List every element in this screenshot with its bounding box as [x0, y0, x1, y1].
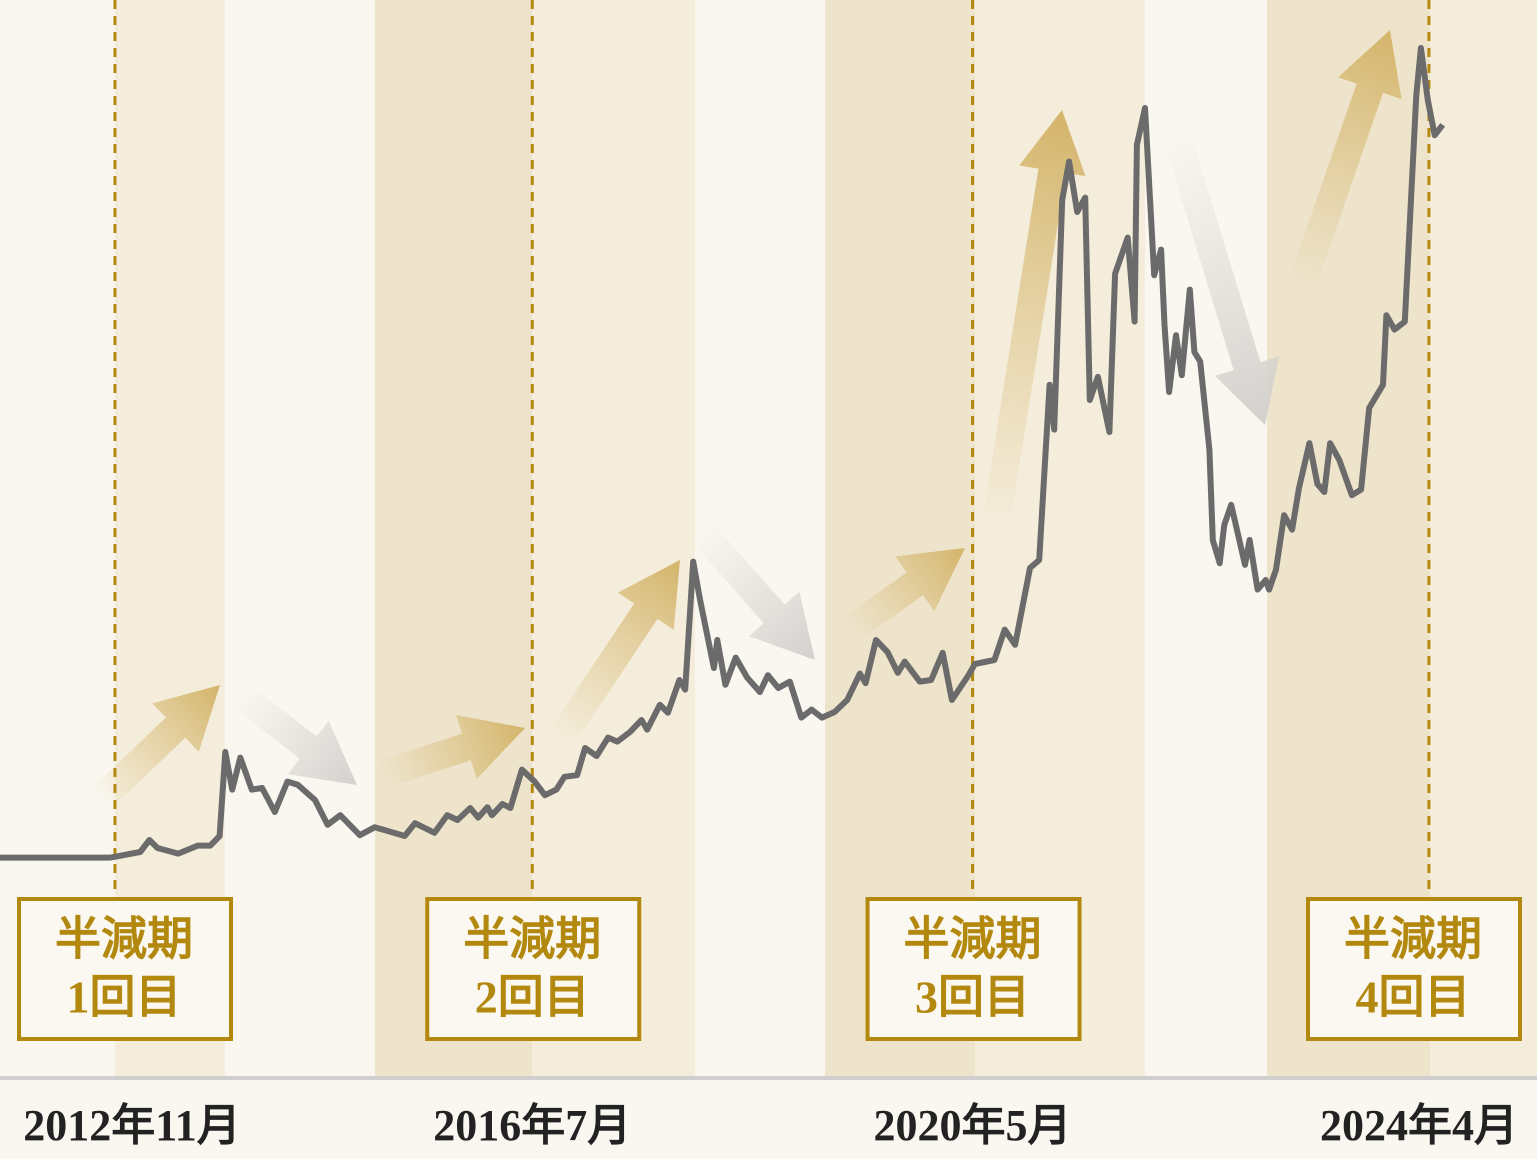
halving-label: 半減期 [904, 914, 1042, 965]
background-bands [0, 0, 1537, 1076]
x-tick-label: 2012年11月 [23, 1101, 241, 1150]
arrow [981, 109, 1086, 533]
band [532, 0, 695, 1076]
arrow [548, 559, 681, 748]
x-tick-label: 2016年7月 [433, 1101, 631, 1150]
arrow [231, 683, 358, 786]
halving-label: 半減期 [1344, 914, 1482, 965]
halving-label: 4回目 [1356, 972, 1471, 1023]
halving-box [425, 897, 642, 1041]
arrow [375, 715, 526, 789]
x-tick-label: 2024年4月 [1320, 1101, 1518, 1150]
band [115, 0, 225, 1076]
x-tick-label: 2020年5月 [874, 1101, 1072, 1150]
arrow [1286, 30, 1402, 295]
arrow [90, 685, 221, 811]
halving-label: 3回目 [915, 972, 1030, 1023]
halving-label: 2回目 [475, 972, 590, 1023]
halving-box [1306, 897, 1522, 1041]
arrow [841, 547, 966, 642]
arrow [689, 520, 815, 661]
band [0, 0, 115, 1076]
halving-box [865, 897, 1082, 1041]
halving-label: 1回目 [67, 972, 182, 1023]
halving-label: 半減期 [55, 914, 193, 965]
arrow [1161, 125, 1280, 425]
band [225, 0, 375, 1076]
halving-label: 半減期 [463, 914, 601, 965]
band [1430, 0, 1537, 1076]
band [1145, 0, 1267, 1076]
band [375, 0, 532, 1076]
trend-arrows [90, 30, 1402, 811]
halving-box [17, 897, 233, 1041]
band [825, 0, 975, 1076]
price-line [0, 45, 1446, 861]
